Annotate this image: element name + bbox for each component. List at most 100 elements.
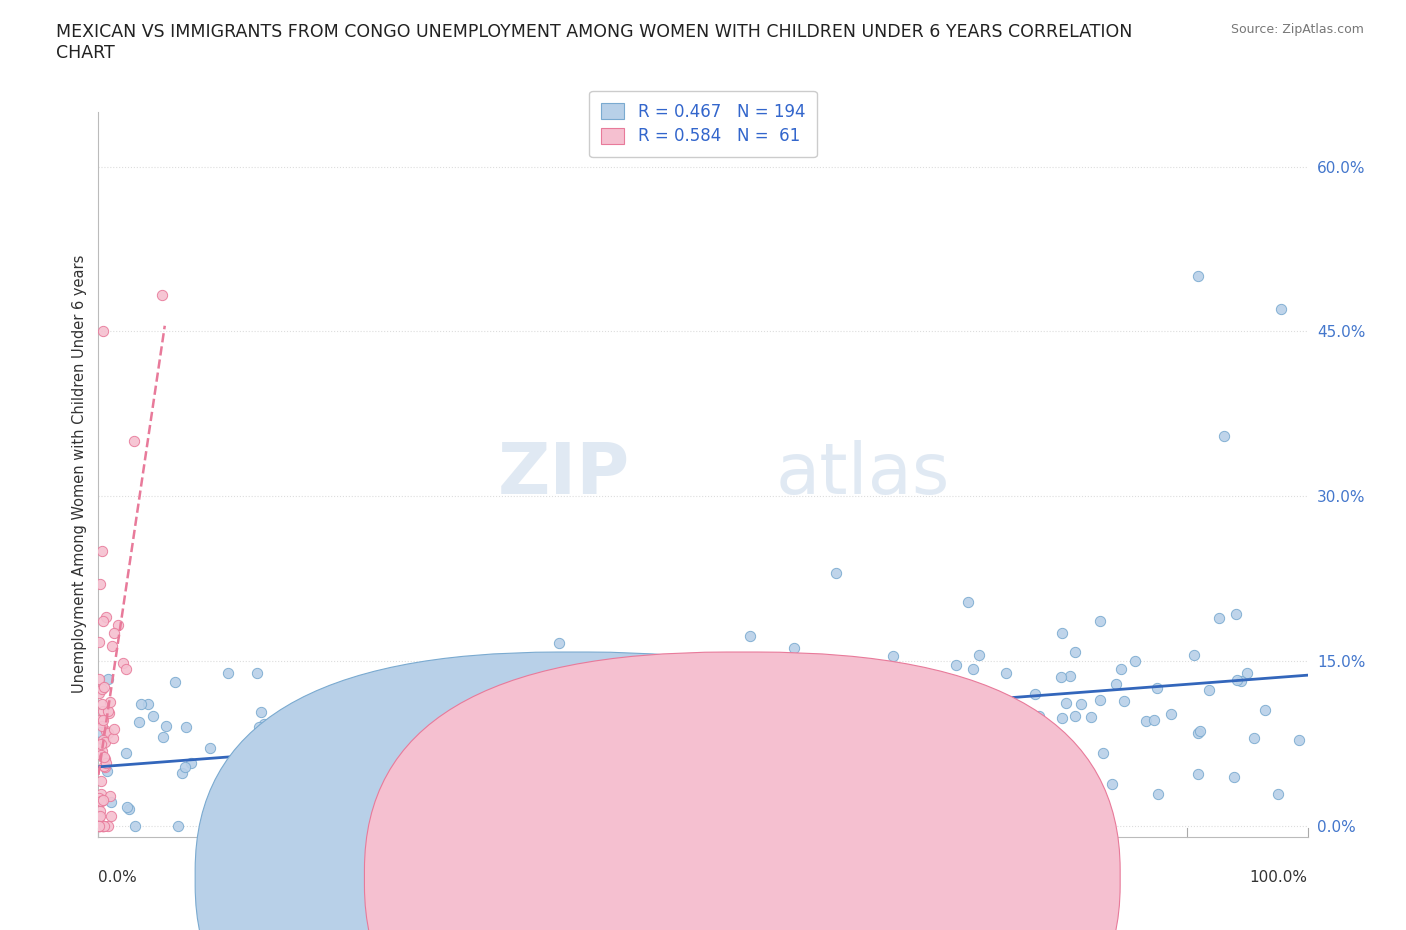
Point [233,741,256,756]
Point [1050,626,1073,641]
Point [89,804,111,818]
Point [90,818,112,833]
Point [884,727,907,742]
Point [87,671,110,686]
Point [91,324,114,339]
Point [422,706,444,721]
Point [242,777,264,792]
Point [1114,694,1136,709]
Point [346,778,368,793]
Point [603,711,626,725]
Point [955,725,977,740]
Point [141,709,163,724]
Point [929,777,952,792]
Point [634,693,657,708]
Point [1146,681,1168,696]
Point [718,657,741,671]
Point [1223,770,1246,785]
Point [891,768,914,783]
Text: Mexicans: Mexicans [595,877,662,892]
Point [957,594,980,609]
Point [603,673,626,688]
Point [249,758,271,773]
Legend: R = 0.467   N = 194, R = 0.584   N =  61: R = 0.467 N = 194, R = 0.584 N = 61 [589,91,817,157]
Point [91,818,114,833]
Point [97,725,120,740]
Point [152,729,174,744]
Point [198,740,221,755]
Point [1088,614,1111,629]
Point [823,688,845,703]
Point [90,787,112,802]
Point [100,795,122,810]
Point [90,793,112,808]
Point [101,638,124,653]
Point [93,818,115,833]
Point [634,708,657,723]
Point [89,818,111,833]
Point [90,747,112,762]
Point [782,641,804,656]
Point [1019,735,1042,750]
Point [957,701,980,716]
Text: 100.0%: 100.0% [1250,870,1308,884]
Point [1288,733,1310,748]
Point [91,792,114,807]
Point [371,770,394,785]
Point [1184,647,1206,662]
Point [1225,607,1247,622]
Point [115,661,138,676]
Point [984,746,1007,761]
Point [1226,672,1249,687]
Point [537,714,560,729]
Point [652,687,675,702]
Point [93,712,115,727]
Point [681,698,703,713]
Point [731,742,754,757]
Point [720,781,742,796]
Point [633,753,655,768]
Point [97,704,120,719]
Point [359,743,381,758]
Point [962,661,984,676]
Point [94,734,117,749]
FancyBboxPatch shape [195,652,950,930]
Point [752,688,775,703]
Point [855,776,877,790]
Point [94,610,117,625]
Point [326,756,349,771]
Point [366,747,388,762]
Point [419,693,441,708]
Point [427,784,450,799]
Point [1064,644,1087,659]
Point [100,808,122,823]
Point [945,658,967,672]
Point [307,709,329,724]
Point [467,698,489,713]
Point [1031,779,1053,794]
Point [173,760,195,775]
Point [1135,713,1157,728]
Point [908,746,931,761]
Point [479,736,502,751]
Point [150,287,173,302]
Point [929,707,952,722]
Point [89,576,111,591]
Point [287,754,309,769]
Point [291,803,314,817]
Point [287,750,309,764]
Point [1187,766,1209,781]
Text: ZIP: ZIP [498,440,630,509]
Point [94,760,117,775]
Point [524,729,547,744]
Point [967,647,990,662]
Point [90,719,112,734]
Point [97,672,120,687]
Point [89,793,111,808]
Point [98,789,121,804]
Point [813,705,835,720]
Point [595,693,617,708]
Point [720,667,742,682]
Point [548,636,571,651]
Point [131,697,153,711]
